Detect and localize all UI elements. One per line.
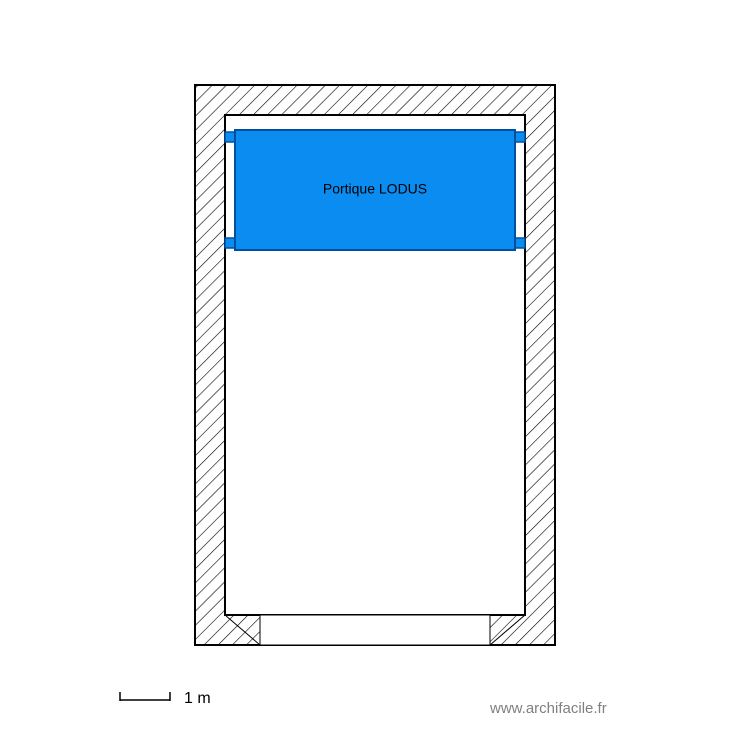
scale-bar: 1 m — [120, 690, 211, 707]
watermark-text: www.archifacile.fr — [490, 700, 607, 717]
door-opening — [225, 615, 525, 645]
floorplan-svg: Portique LODUS 1 m — [0, 0, 750, 750]
floorplan-stage: Portique LODUS 1 m www.archifacile.fr — [0, 0, 750, 750]
portique-label: Portique LODUS — [323, 181, 427, 197]
scale-bar-label: 1 m — [184, 690, 211, 707]
